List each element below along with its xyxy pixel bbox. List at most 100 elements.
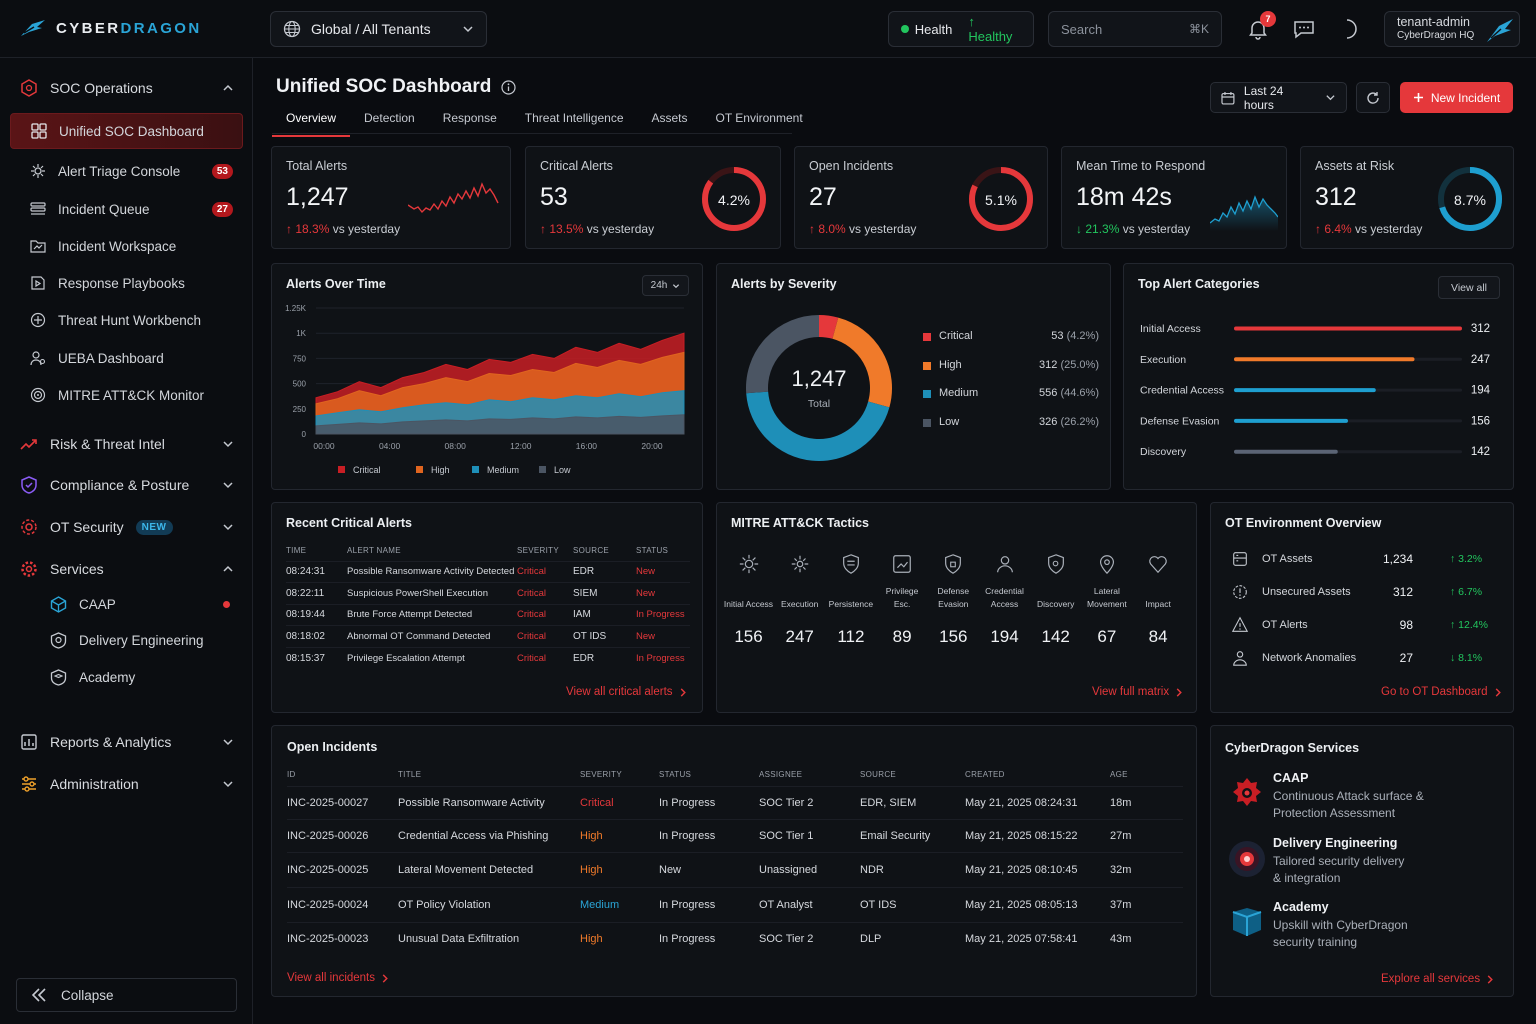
cell-source: IAM bbox=[573, 603, 636, 626]
cell-assignee: SOC Tier 1 bbox=[759, 818, 860, 852]
sidebar-item-threat-hunt-workbench[interactable]: Threat Hunt Workbench bbox=[10, 302, 243, 338]
cell-severity: Critical bbox=[517, 560, 573, 583]
kpi-critical-alerts[interactable]: Critical Alerts 53 ↑ 13.5% vs yesterday … bbox=[525, 146, 781, 249]
refresh-button[interactable] bbox=[1356, 82, 1390, 113]
moon-icon[interactable] bbox=[1338, 17, 1362, 41]
nav-group-administration[interactable]: Administration bbox=[20, 775, 234, 793]
go-to-ot-dashboard-link[interactable]: Go to OT Dashboard bbox=[1381, 686, 1502, 698]
chart-range-dropdown[interactable]: 24h bbox=[642, 275, 689, 296]
tactic-name-text: Execution bbox=[781, 599, 819, 609]
sidebar-item-mitre-attack-monitor[interactable]: MITRE ATT&CK Monitor bbox=[10, 377, 243, 413]
tenant-selector[interactable]: Global / All Tenants bbox=[270, 11, 487, 47]
trend-up-icon bbox=[20, 439, 37, 450]
tactic-name: Defense Evasion bbox=[928, 585, 979, 611]
chevron-down-icon bbox=[1326, 95, 1335, 101]
kpi-mean-time-to-respond[interactable]: Mean Time to Respond 18m 42s ↓ 21.3% vs … bbox=[1061, 146, 1287, 249]
sidebar-item-caap[interactable]: CAAP bbox=[50, 596, 230, 613]
explore-all-services-link[interactable]: Explore all services bbox=[1381, 973, 1494, 985]
tab-ot-environment[interactable]: OT Environment bbox=[715, 111, 803, 125]
table-row[interactable]: INC-2025-00025 Lateral Movement Detected H… bbox=[287, 851, 1183, 887]
cell-status: New bbox=[636, 582, 690, 605]
sidebar-item-unified-soc-dashboard[interactable]: Unified SOC Dashboard bbox=[10, 113, 243, 149]
info-icon[interactable] bbox=[501, 79, 516, 95]
cell-time: 08:15:37 bbox=[286, 646, 347, 669]
table-row[interactable]: INC-2025-00026 Credential Access via Phis… bbox=[287, 818, 1183, 852]
tab-threat-intelligence[interactable]: Threat Intelligence bbox=[524, 111, 624, 125]
nav-group-risk-threat-intel[interactable]: Risk & Threat Intel bbox=[20, 435, 234, 453]
y-tick-label: 250 bbox=[293, 405, 307, 414]
ot-value: 1,234 bbox=[1382, 552, 1413, 566]
sidebar-item-response-playbooks[interactable]: Response Playbooks bbox=[10, 265, 243, 301]
cell-source: NDR bbox=[860, 851, 965, 887]
tab-response[interactable]: Response bbox=[442, 111, 497, 125]
tactic-persistence[interactable]: Persistence 112 bbox=[825, 553, 876, 647]
nav-group-ot-security[interactable]: OT Security NEW bbox=[20, 518, 234, 536]
service-description: Tailored security delivery & integration bbox=[1273, 854, 1405, 885]
table-row[interactable]: 08:15:37 Privilege Escalation Attempt Crit… bbox=[286, 646, 690, 669]
table-row[interactable]: INC-2025-00027 Possible Ransomware Activi… bbox=[287, 785, 1183, 819]
table-row[interactable]: INC-2025-00023 Unusual Data Exfiltration H… bbox=[287, 921, 1183, 955]
view-all-critical-alerts-link[interactable]: View all critical alerts bbox=[566, 686, 687, 698]
kpi-open-incidents[interactable]: Open Incidents 27 ↑ 8.0% vs yesterday 5.… bbox=[794, 146, 1048, 249]
ot-row-ot-alerts[interactable]: OT Alerts 98 ↑ 12.4% bbox=[1231, 616, 1501, 636]
view-all-categories-button[interactable]: View all bbox=[1438, 276, 1500, 299]
table-row[interactable]: 08:22:11 Suspicious PowerShell Execution C… bbox=[286, 582, 690, 605]
nav-group-compliance-posture[interactable]: Compliance & Posture bbox=[20, 476, 234, 494]
kpi-assets-at-risk[interactable]: Assets at Risk 312 ↑ 6.4% vs yesterday 8… bbox=[1300, 146, 1514, 249]
table-row[interactable]: INC-2025-00024 OT Policy Violation Medium I… bbox=[287, 886, 1183, 922]
tab-assets[interactable]: Assets bbox=[651, 111, 688, 125]
caap-dragon-icon bbox=[1233, 778, 1261, 806]
legend-swatch bbox=[539, 466, 546, 473]
kpi-total-alerts[interactable]: Total Alerts 1,247 ↑ 18.3% vs yesterday bbox=[271, 146, 511, 249]
view-all-incidents-link[interactable]: View all incidents bbox=[287, 972, 389, 984]
tactic-execution[interactable]: Execution 247 bbox=[774, 553, 825, 647]
threat-hunt-icon bbox=[30, 312, 46, 328]
sidebar-item-ueba-dashboard[interactable]: UEBA Dashboard bbox=[10, 340, 243, 376]
health-status[interactable]: Health ↑ Healthy bbox=[888, 11, 1034, 47]
chevron-right-icon bbox=[680, 687, 686, 697]
search-input[interactable]: Search ⌘K bbox=[1048, 11, 1222, 47]
ot-row-ot-assets[interactable]: OT Assets 1,234 ↑ 3.2% bbox=[1231, 550, 1501, 570]
tab-detection[interactable]: Detection bbox=[364, 111, 415, 125]
chevron-down-icon bbox=[223, 524, 233, 531]
sidebar-item-delivery-engineering[interactable]: Delivery Engineering bbox=[50, 632, 204, 649]
nav-group-reports-analytics[interactable]: Reports & Analytics bbox=[20, 733, 234, 751]
table-row[interactable]: 08:18:02 Abnormal OT Command Detected Crit… bbox=[286, 625, 690, 648]
ot-row-network-anomalies[interactable]: Network Anomalies 27 ↓ 8.1% bbox=[1231, 649, 1501, 669]
new-incident-button[interactable]: New Incident bbox=[1400, 82, 1513, 113]
tactic-name: Privilege Esc. bbox=[877, 585, 928, 611]
sidebar-item-academy[interactable]: Academy bbox=[50, 669, 135, 686]
tactic-initial-access[interactable]: Initial Access 156 bbox=[723, 553, 774, 647]
table-row[interactable]: 08:24:31 Possible Ransomware Activity Det… bbox=[286, 560, 690, 583]
tactic-credential-access[interactable]: Credential Access 194 bbox=[979, 553, 1030, 647]
column-header: TIME bbox=[286, 546, 307, 556]
sidebar-item-incident-queue[interactable]: Incident Queue 27 bbox=[10, 191, 243, 227]
chat-icon[interactable] bbox=[1292, 17, 1316, 41]
legend-label: Medium bbox=[487, 465, 519, 475]
tactic-name: Discovery bbox=[1030, 585, 1081, 611]
tactic-defense-evasion[interactable]: Defense Evasion 156 bbox=[928, 553, 979, 647]
tactic-lateral-movement[interactable]: Lateral Movement 67 bbox=[1081, 553, 1132, 647]
column-header: CREATED bbox=[965, 770, 1005, 780]
cell-severity: Critical bbox=[517, 625, 573, 648]
service-delivery-engineering[interactable]: Delivery Engineering Tailored security d… bbox=[1225, 836, 1505, 888]
tactic-impact[interactable]: Impact 84 bbox=[1133, 553, 1184, 647]
tab-overview[interactable]: Overview bbox=[272, 108, 351, 137]
network-icon bbox=[1231, 649, 1249, 667]
table-row[interactable]: 08:19:44 Brute Force Attempt Detected Crit… bbox=[286, 603, 690, 626]
nav-group-services[interactable]: Services bbox=[20, 560, 234, 578]
sidebar-item-incident-workspace[interactable]: Incident Workspace bbox=[10, 228, 243, 264]
tactic-discovery[interactable]: Discovery 142 bbox=[1030, 553, 1081, 647]
collapse-sidebar-button[interactable]: Collapse bbox=[16, 978, 237, 1012]
caap-cube-icon bbox=[50, 596, 67, 613]
service-caap[interactable]: CAAP Continuous Attack surface & Protecti… bbox=[1225, 771, 1505, 823]
time-range-dropdown[interactable]: Last 24 hours bbox=[1210, 82, 1347, 113]
tactic-privilege-esc[interactable]: Privilege Esc. 89 bbox=[877, 553, 928, 647]
user-menu[interactable]: tenant-admin CyberDragon HQ bbox=[1384, 11, 1520, 47]
view-full-matrix-link[interactable]: View full matrix bbox=[1092, 686, 1183, 698]
ot-row-unsecured-assets[interactable]: Unsecured Assets 312 ↑ 6.7% bbox=[1231, 583, 1501, 603]
brand-logo[interactable]: CYBERDRAGON bbox=[20, 18, 202, 38]
service-academy[interactable]: Academy Upskill with CyberDragon security… bbox=[1225, 900, 1505, 952]
nav-group-soc-operations[interactable]: SOC Operations bbox=[20, 79, 234, 97]
sidebar-item-alert-triage-console[interactable]: Alert Triage Console 53 bbox=[10, 153, 243, 189]
